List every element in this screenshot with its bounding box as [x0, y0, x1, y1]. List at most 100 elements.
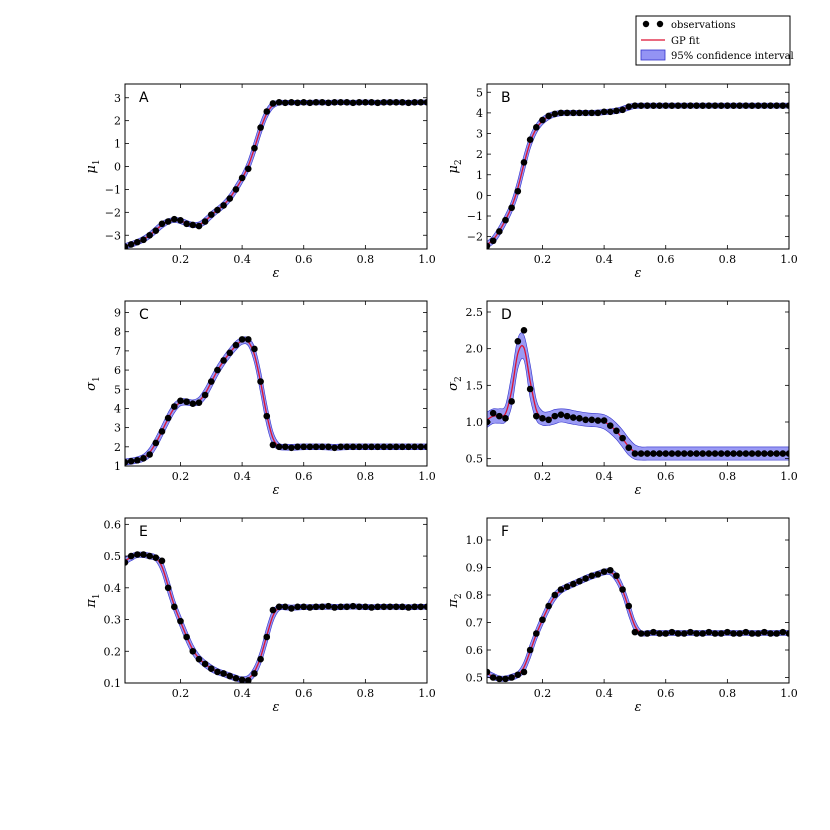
observation-point [331, 444, 338, 452]
observation-point [374, 603, 381, 611]
observation-point [177, 217, 184, 224]
observation-point [557, 109, 565, 117]
observation-point [411, 443, 418, 451]
observation-point [386, 603, 394, 611]
observation-point [318, 603, 326, 611]
y-tick-label: 3 [114, 92, 121, 105]
observation-point [349, 602, 357, 610]
x-tick-label: 1.0 [418, 253, 436, 266]
observation-point [520, 668, 528, 676]
observation-point [146, 552, 153, 560]
observation-point [349, 443, 357, 451]
observation-point [662, 450, 670, 457]
x-tick-label: 0.6 [657, 470, 675, 483]
observation-point [325, 99, 332, 107]
observation-point [613, 572, 620, 580]
observation-point [207, 665, 215, 673]
observation-point [405, 443, 412, 451]
observation-point [761, 628, 768, 636]
observation-point [637, 630, 645, 637]
y-tick-label: 2 [114, 115, 121, 128]
observation-point [606, 422, 614, 429]
y-tick-label: 0.6 [466, 644, 484, 657]
observation-point [693, 102, 700, 109]
observation-point [545, 112, 552, 120]
observation-point [318, 443, 326, 451]
observation-point [214, 366, 221, 374]
y-axis-label: π1 [84, 593, 102, 608]
observation-point [736, 102, 743, 109]
observation-point [374, 443, 381, 451]
observation-point [496, 412, 503, 420]
observation-point [576, 415, 583, 422]
observation-point [164, 584, 172, 592]
observation-point [711, 102, 719, 109]
panel-letter: E [139, 524, 148, 540]
axes-frame [486, 300, 790, 467]
observation-point [355, 99, 363, 106]
x-tick-label: 0.2 [172, 470, 190, 483]
observation-point [189, 647, 197, 655]
observation-point [288, 605, 295, 612]
y-tick-label: 0.7 [466, 617, 484, 630]
observation-point [650, 628, 657, 636]
observation-point [656, 630, 663, 637]
legend-item-confidence: 95% confidence interval [640, 49, 794, 62]
observation-point [146, 231, 153, 239]
y-tick-label: 1 [114, 138, 121, 151]
x-tick-label: 0.4 [595, 470, 613, 483]
observation-point [631, 450, 639, 457]
x-tick-label: 0.6 [657, 253, 675, 266]
observation-point [600, 417, 608, 424]
y-tick-label: 4 [476, 107, 483, 120]
observation-point [761, 102, 768, 109]
observation-point [244, 336, 252, 343]
observation-point [687, 450, 694, 457]
observation-point [569, 414, 577, 421]
observation-point [754, 450, 762, 457]
observation-point [343, 603, 351, 611]
x-axis-label: ε [635, 700, 642, 715]
axes-frame [124, 517, 428, 684]
observation-point [613, 107, 620, 115]
x-tick-label: 0.8 [719, 687, 737, 700]
y-axis-label: μ1 [84, 159, 102, 173]
observation-point [195, 399, 203, 406]
y-tick-label: 3 [114, 422, 121, 435]
observation-point [637, 102, 645, 109]
observation-point [520, 159, 528, 166]
observation-point [331, 99, 338, 106]
observation-point [502, 216, 509, 224]
y-tick-label: −2 [467, 231, 483, 244]
axes-frame [486, 83, 790, 250]
observation-point [232, 186, 240, 193]
observation-point [177, 397, 184, 405]
x-axis-label: ε [273, 483, 280, 498]
x-tick-label: 1.0 [780, 687, 798, 700]
observation-point [582, 416, 589, 424]
observation-point [533, 412, 540, 420]
observation-point [539, 116, 546, 124]
observation-point [263, 108, 271, 115]
observation-point [127, 457, 135, 465]
observation-point [742, 450, 750, 457]
observation-point [164, 218, 172, 225]
observation-point [687, 628, 694, 636]
x-tick-label: 0.8 [719, 470, 737, 483]
observation-point [576, 577, 583, 585]
panel-e: 0.2 0.4 0.6 0.8 1.0 0.1 0.2 0.3 0.4 0.5 0.6 ε π1 E [84, 517, 436, 715]
observation-point [183, 220, 190, 228]
observation-point [380, 443, 388, 451]
observation-point [588, 572, 596, 580]
observation-point [220, 670, 227, 677]
observation-point [300, 603, 308, 611]
y-tick-label: 3 [476, 128, 483, 141]
x-axis-label: ε [635, 483, 642, 498]
y-tick-label: 8 [114, 326, 121, 339]
legend-label-observations: observations [671, 20, 736, 31]
panel-a: 0.2 0.4 0.6 0.8 1.0 −3 −2 −1 0 1 2 3 ε μ1 A [84, 83, 436, 281]
observation-point [514, 338, 522, 345]
observation-point [368, 604, 375, 611]
observation-point [195, 655, 203, 663]
observation-point [619, 106, 626, 114]
